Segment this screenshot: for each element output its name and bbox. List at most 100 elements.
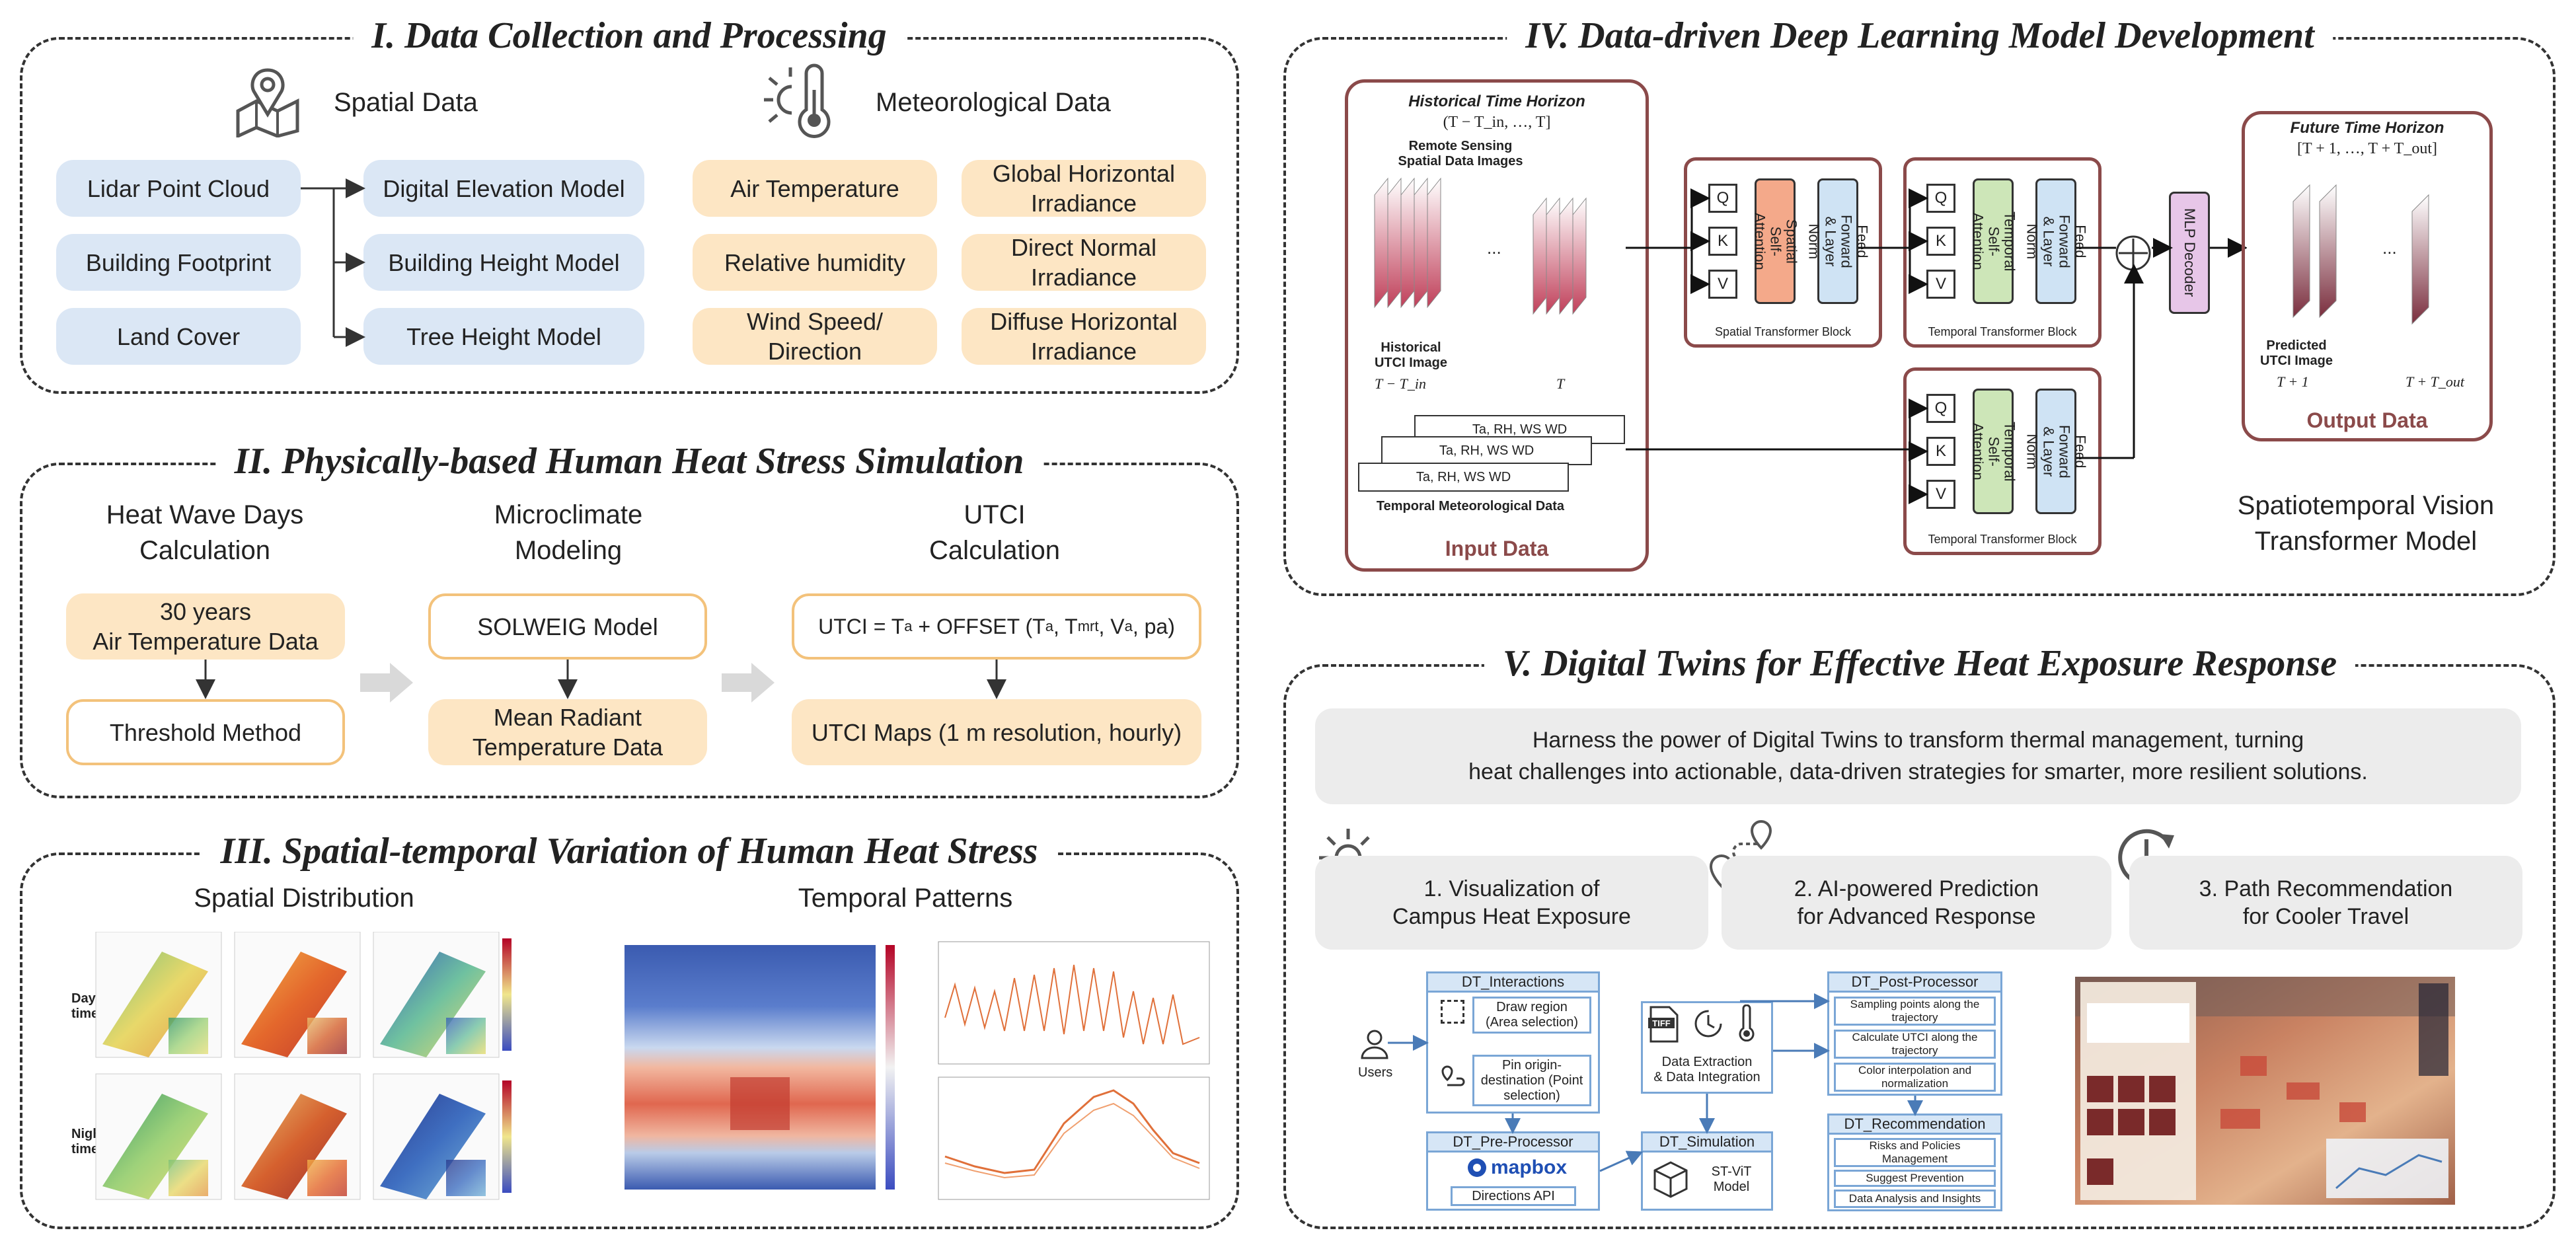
- post-item-3: Color interpolation and normalization: [1834, 1063, 1996, 1092]
- dhi-box: Diffuse Horizontal Irradiance: [962, 308, 1206, 365]
- tree-height-box: Tree Height Model: [363, 308, 644, 365]
- prediction-card: 2. AI-powered Prediction for Advanced Re…: [1722, 856, 2111, 950]
- t-in-label: T − T_in: [1375, 375, 1427, 392]
- dem-box: Digital Elevation Model: [363, 160, 644, 217]
- section-title-4: IV. Data-driven Deep Learning Model Deve…: [1507, 15, 2333, 57]
- draw-region-item: Draw region (Area selection): [1472, 997, 1591, 1034]
- k-box-3: K: [1926, 437, 1955, 466]
- t-label: T: [1556, 375, 1565, 392]
- model-name-label: Spatiotemporal Vision Transformer Model: [2237, 491, 2495, 556]
- t1-label: T + 1: [2277, 373, 2309, 390]
- utci-timeseries-charts: [938, 941, 1210, 1200]
- dni-box: Direct Normal Irradiance: [962, 234, 1206, 291]
- input-image-stacks: [1374, 177, 1587, 315]
- utci-heading: UTCI Calculation: [929, 500, 1060, 565]
- building-footprint-box: Building Footprint: [56, 234, 301, 291]
- stvit-label: ST-ViT Model: [1711, 1164, 1752, 1194]
- utci-maps-box: UTCI Maps (1 m resolution, hourly): [792, 699, 1201, 765]
- temporal-block-label-2: Temporal Transformer Block: [1928, 533, 2077, 546]
- dt-simulation-header: DT_Simulation: [1641, 1131, 1773, 1153]
- thermometer-icon: [1739, 1004, 1755, 1041]
- temporal-patterns-title: Temporal Patterns: [798, 884, 1013, 913]
- tiff-label: TIFF: [1652, 1018, 1670, 1028]
- input-data-label: Input Data: [1445, 537, 1549, 560]
- feed-forward-3: Feed Forward & Layer Norm: [2024, 389, 2088, 514]
- met-row-2: Ta, RH, WS WD: [1381, 436, 1592, 465]
- output-data-label: Output Data: [2306, 408, 2428, 432]
- mrt-data-box: Mean Radiant Temperature Data: [428, 699, 707, 765]
- feed-forward-2: Feed Forward & Layer Norm: [2024, 178, 2088, 304]
- simulation-arrows: [196, 660, 1006, 699]
- utci-map-grid: [95, 932, 511, 1200]
- temporal-transformer-block-2: [1903, 367, 2102, 555]
- future-horizon-range: [T + 1, …, T + T_out]: [2297, 140, 2437, 157]
- users-label: Users: [1358, 1065, 1393, 1080]
- rec-item-1: Risks and Policies Management: [1834, 1138, 1996, 1167]
- v-box-2: V: [1926, 270, 1955, 299]
- land-cover-box: Land Cover: [56, 308, 301, 365]
- post-item-2: Calculate UTCI along the trajectory: [1834, 1030, 1996, 1059]
- pin-od-item: Pin origin- destination (Point selection…: [1472, 1055, 1591, 1106]
- dt-connectors: [1388, 993, 1923, 1172]
- building-height-box: Building Height Model: [363, 234, 644, 291]
- met-row-1: Ta, RH, WS WD: [1358, 463, 1569, 492]
- digital-twin-dashboard-screenshot: [2075, 977, 2455, 1205]
- visualization-card: 1. Visualization of Campus Heat Exposure: [1315, 856, 1708, 950]
- predicted-utci-label: Predicted UTCI Image: [2259, 338, 2333, 368]
- model-connectors: [1626, 188, 2247, 504]
- temporal-met-caption: Temporal Meteorological Data: [1376, 499, 1565, 513]
- tout-label: T + T_out: [2406, 373, 2465, 390]
- temporal-self-attention-1: Temporal Self-Attention: [1969, 178, 2018, 304]
- mapbox-icon: [1468, 1158, 1486, 1177]
- air-temperature-box: Air Temperature: [693, 160, 937, 217]
- wind-speed-box: Wind Speed/ Direction: [693, 308, 937, 365]
- output-image-stack: [2292, 184, 2429, 325]
- thermometer-sun-icon: [764, 63, 831, 138]
- lidar-point-cloud-box: Lidar Point Cloud: [56, 160, 301, 217]
- ghi-box: Global Horizontal Irradiance: [962, 160, 1206, 217]
- temporal-self-attention-2: Temporal Self-Attention: [1969, 389, 2018, 514]
- map-pin-icon: [236, 68, 299, 137]
- spatial-data-title: Spatial Data: [334, 88, 478, 117]
- section-title-1: I. Data Collection and Processing: [353, 15, 905, 57]
- user-icon: [1361, 1030, 1388, 1059]
- output-ellipsis: ...: [2382, 238, 2397, 258]
- threshold-method-box: Threshold Method: [66, 699, 345, 765]
- heat-wave-days-heading: Heat Wave Days Calculation: [106, 500, 304, 565]
- day-time-label: Day time: [71, 991, 99, 1021]
- utci-heatmap: [625, 945, 895, 1190]
- data-flow-arrows: [301, 178, 365, 347]
- dt-interactions-header: DT_Interactions: [1426, 971, 1600, 993]
- dt-postprocessor-header: DT_Post-Processor: [1827, 971, 2002, 993]
- q-box-3: Q: [1926, 394, 1955, 423]
- path-recommendation-card: 3. Path Recommendation for Cooler Travel: [2129, 856, 2522, 950]
- section-title-5: V. Digital Twins for Effective Heat Expo…: [1484, 642, 2356, 685]
- solweig-model-box: SOLWEIG Model: [428, 593, 707, 660]
- mapbox-label: mapbox: [1491, 1156, 1568, 1178]
- v-box-1: V: [1708, 270, 1737, 299]
- mapbox-logo: mapbox: [1467, 1156, 1567, 1179]
- spatial-distribution-title: Spatial Distribution: [194, 884, 414, 913]
- temporal-transformer-block-1: [1903, 157, 2102, 348]
- stage-arrow-1: [360, 663, 413, 702]
- tiff-file-icon: TIFF: [1648, 1006, 1679, 1043]
- pin-path-icon: [1441, 1065, 1465, 1086]
- v-box-3: V: [1926, 480, 1955, 509]
- microclimate-heading: Microclimate Modeling: [494, 500, 643, 565]
- output-data-frame: [2242, 111, 2493, 441]
- spatial-transformer-block: [1684, 157, 1882, 348]
- remote-sensing-label: Remote Sensing Spatial Data Images: [1398, 139, 1523, 169]
- rec-item-3: Data Analysis and Insights: [1834, 1190, 1996, 1208]
- digital-twins-banner: Harness the power of Digital Twins to tr…: [1315, 708, 2521, 804]
- spatial-block-label: Spatial Transformer Block: [1714, 325, 1852, 338]
- section-title-3: III. Spatial-temporal Variation of Human…: [202, 830, 1057, 872]
- directions-api-item: Directions API: [1451, 1186, 1576, 1206]
- timer-icon: [1694, 1010, 1722, 1038]
- rec-item-2: Suggest Prevention: [1834, 1170, 1996, 1187]
- stage-arrow-2: [722, 663, 775, 702]
- historical-utci-label: Historical UTCI Image: [1374, 340, 1448, 370]
- spatial-self-attention: Spatial Self-Attention: [1751, 178, 1799, 304]
- feed-forward-1: Feed Forward & Layer Norm: [1806, 178, 1870, 304]
- historical-horizon-title: Historical Time Horizon: [1408, 93, 1585, 110]
